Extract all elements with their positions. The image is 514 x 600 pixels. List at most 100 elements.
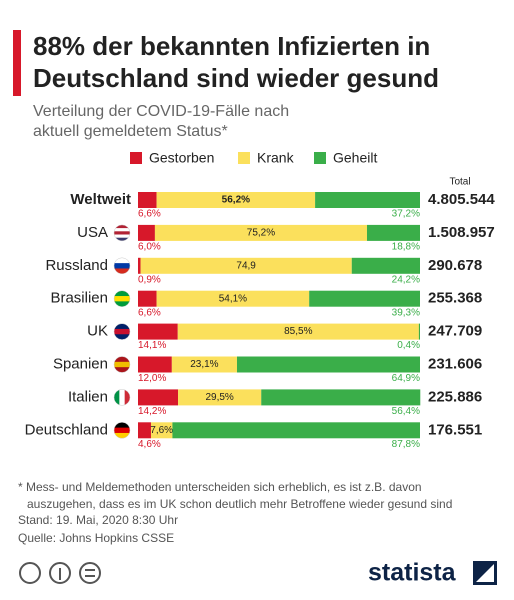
value-label: 29,5% bbox=[205, 392, 233, 403]
flag bbox=[114, 224, 130, 241]
value-label: 24,2% bbox=[392, 274, 420, 285]
value-label: 7,6% bbox=[150, 425, 173, 436]
license-icons bbox=[19, 562, 101, 584]
flag-border bbox=[113, 422, 131, 439]
value-label: 74,9 bbox=[236, 260, 256, 271]
legend-label: Krank bbox=[257, 150, 295, 166]
bar-segment bbox=[156, 192, 316, 208]
category-label: UK bbox=[87, 323, 108, 340]
flag-stripe bbox=[114, 263, 130, 269]
bar-segment bbox=[138, 290, 157, 307]
flag-stripe bbox=[114, 231, 130, 235]
flag-stripe bbox=[114, 237, 130, 241]
value-label: 64,9% bbox=[392, 373, 420, 384]
bar-segment bbox=[351, 257, 420, 274]
bar-segment bbox=[154, 224, 367, 241]
bar-segment bbox=[171, 356, 237, 373]
bar-segment bbox=[138, 224, 155, 241]
value-label: 39,3% bbox=[392, 307, 420, 318]
flag-stripe bbox=[114, 361, 130, 368]
flag-border bbox=[113, 323, 131, 340]
flag-stripe bbox=[114, 367, 130, 373]
flag bbox=[114, 323, 130, 340]
value-label: 54,1% bbox=[219, 293, 247, 304]
value-label: 14,1% bbox=[138, 340, 166, 351]
value-label: 0,4% bbox=[397, 340, 420, 351]
flag-stripe bbox=[114, 296, 130, 302]
bar-segment bbox=[138, 192, 157, 208]
flag-stripe bbox=[114, 234, 130, 239]
flag bbox=[114, 290, 130, 307]
bar-segment bbox=[138, 356, 172, 373]
flag-border bbox=[113, 356, 131, 373]
subtitle: aktuell gemeldetem Status* bbox=[33, 123, 228, 140]
flag-stripe bbox=[119, 389, 126, 406]
category-label: Weltweit bbox=[70, 191, 131, 208]
flag-stripe bbox=[114, 301, 130, 307]
bar-segment bbox=[315, 192, 420, 208]
flag-border bbox=[113, 290, 131, 307]
footnote: auszugehen, dass es im UK schon deutlich… bbox=[27, 497, 452, 511]
bar-segment bbox=[138, 389, 179, 406]
value-label: 18,8% bbox=[392, 242, 420, 253]
brand-logo bbox=[473, 561, 497, 585]
flag-stripe bbox=[114, 334, 130, 340]
legend-swatch bbox=[238, 152, 250, 164]
value-label: 75,2% bbox=[247, 228, 275, 239]
bar-segment bbox=[309, 290, 420, 307]
flag-stripe bbox=[114, 389, 120, 406]
bar-segment bbox=[418, 323, 420, 340]
flag-stripe bbox=[114, 422, 130, 429]
flag-stripe bbox=[114, 356, 130, 363]
value-label: 37,2% bbox=[392, 209, 420, 220]
flag-stripe bbox=[114, 257, 130, 264]
bar-segment bbox=[366, 224, 420, 241]
category-label: USA bbox=[77, 224, 108, 241]
title-accent bbox=[13, 30, 21, 96]
flag-stripe bbox=[124, 389, 130, 406]
value-label: 12,0% bbox=[138, 373, 166, 384]
total-value: 290.678 bbox=[428, 257, 482, 274]
category-label: Italien bbox=[68, 388, 108, 405]
legend-swatch bbox=[130, 152, 142, 164]
legend-label: Gestorben bbox=[149, 150, 214, 166]
date-note: Stand: 19. Mai, 2020 8:30 Uhr bbox=[18, 513, 178, 527]
value-label: 6,6% bbox=[138, 209, 161, 220]
chart-title: 88% der bekannten Infizierten in bbox=[33, 31, 430, 61]
flag-stripe bbox=[114, 432, 130, 439]
total-value: 255.368 bbox=[428, 290, 482, 307]
flag-border bbox=[113, 257, 131, 275]
total-value: 225.886 bbox=[428, 388, 482, 405]
bar-segment bbox=[177, 323, 419, 340]
bar-segment bbox=[138, 422, 151, 439]
total-value: 231.606 bbox=[428, 355, 482, 372]
flag-stripe bbox=[114, 427, 130, 434]
flag bbox=[114, 389, 130, 406]
brand: statista bbox=[368, 559, 457, 587]
category-label: Deutschland bbox=[25, 421, 108, 438]
category-label: Brasilien bbox=[50, 290, 108, 307]
flag bbox=[114, 356, 130, 373]
value-label: 14,2% bbox=[138, 406, 166, 417]
flag bbox=[114, 257, 130, 274]
value-label: 6,0% bbox=[138, 242, 161, 253]
category-label: Spanien bbox=[53, 355, 108, 372]
flag-border bbox=[113, 389, 131, 406]
footnote: * Mess- und Meldemethoden unterscheiden … bbox=[18, 480, 422, 494]
total-header: Total bbox=[449, 177, 470, 188]
legend-swatch bbox=[314, 152, 326, 164]
bar-segment bbox=[150, 422, 173, 439]
value-label: 23,1% bbox=[190, 359, 218, 370]
chart-title: Deutschland sind wieder gesund bbox=[33, 63, 439, 93]
category-label: Russland bbox=[45, 257, 108, 274]
value-label: 6,6% bbox=[138, 307, 161, 318]
value-label: 0,9% bbox=[138, 274, 161, 285]
total-value: 247.709 bbox=[428, 323, 482, 340]
value-label: 85,5% bbox=[284, 326, 312, 337]
bar-segment bbox=[172, 422, 420, 439]
flag-stripe bbox=[114, 290, 130, 297]
total-value: 176.551 bbox=[428, 421, 482, 438]
value-label: 56,2% bbox=[222, 195, 250, 206]
value-label: 56,4% bbox=[392, 406, 420, 417]
